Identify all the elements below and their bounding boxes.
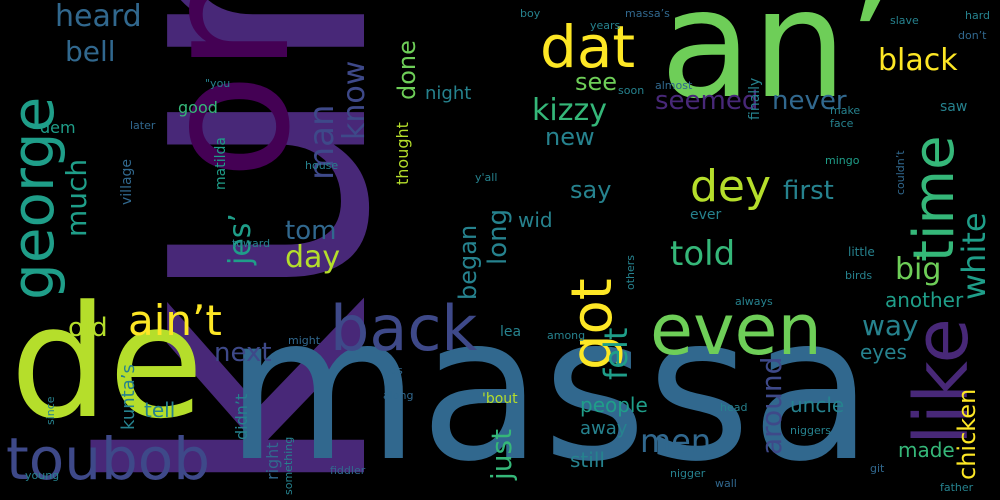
- word-might: might: [288, 334, 321, 347]
- word-kizzy: kizzy: [532, 93, 607, 128]
- word-old: old: [68, 313, 108, 343]
- word-another: another: [885, 288, 964, 312]
- word-long: long: [483, 208, 513, 265]
- word-began: began: [454, 224, 482, 300]
- word-right: right: [263, 442, 282, 480]
- word-felt: felt: [597, 327, 635, 380]
- word-mingo: mingo: [825, 154, 860, 167]
- word-slave: slave: [890, 14, 919, 27]
- word-among: among: [547, 329, 586, 342]
- word-couldnt: couldn’t: [894, 150, 907, 195]
- word-since: since: [44, 396, 57, 425]
- word-never: never: [772, 86, 847, 116]
- word-say: say: [570, 176, 612, 204]
- word-tom: tom: [285, 216, 337, 246]
- word-just: just: [485, 428, 518, 480]
- word-toward: toward: [232, 237, 271, 250]
- word-kuntas: kunta’s: [118, 364, 139, 430]
- word-make: make: [830, 104, 861, 117]
- word-yall: y'all: [475, 171, 498, 184]
- word-soon: soon: [618, 84, 645, 97]
- word-ever: ever: [690, 207, 722, 223]
- word-back: back: [330, 292, 478, 365]
- word-seemed: seemed: [655, 86, 759, 116]
- word-next: next: [214, 338, 272, 368]
- word-others: others: [624, 254, 637, 290]
- word-fiddler: fiddler: [330, 464, 366, 477]
- word-dat: dat: [540, 13, 636, 81]
- word-heard: heard: [55, 0, 142, 34]
- word-much: much: [60, 158, 93, 237]
- word-village: village: [119, 158, 135, 205]
- word-done: done: [393, 40, 421, 100]
- word-head: head: [720, 401, 748, 414]
- word-boy: boy: [520, 7, 541, 20]
- word-little: little: [848, 245, 875, 259]
- word-young: young: [25, 469, 60, 482]
- word-bout: 'bout: [482, 391, 518, 407]
- word-saw: saw: [940, 99, 968, 115]
- word-niggers: niggers: [790, 424, 832, 437]
- word-later: later: [130, 119, 156, 132]
- word-matilda: matilda: [213, 137, 229, 190]
- word-nigger: nigger: [670, 467, 706, 480]
- word-face: face: [830, 117, 854, 130]
- word-git: git: [870, 462, 885, 475]
- word-along: along: [383, 389, 414, 402]
- word-even: even: [650, 289, 822, 371]
- word-first: first: [783, 176, 834, 206]
- word-people: people: [580, 393, 648, 417]
- word-didnt: didn’t: [232, 393, 251, 440]
- word-told: told: [670, 234, 736, 274]
- word-toubob: toubob: [6, 425, 211, 493]
- word-massas: massa’s: [625, 7, 670, 20]
- word-know: know: [337, 60, 372, 140]
- word-big: big: [895, 252, 942, 287]
- word-father: father: [940, 481, 974, 494]
- word-house: house: [305, 159, 339, 172]
- word-way: way: [862, 309, 919, 342]
- word-black: black: [878, 43, 958, 78]
- word-men: men: [640, 422, 712, 460]
- word-finally: finally: [747, 77, 763, 120]
- word-an: an’: [660, 0, 895, 132]
- word-away: away: [580, 418, 628, 439]
- word-years: years: [590, 19, 621, 32]
- word-birds: birds: [845, 269, 873, 282]
- word-de: de: [10, 272, 204, 453]
- word-made: made: [898, 438, 955, 462]
- word-almost: almost: [655, 79, 693, 92]
- word-still: still: [570, 448, 605, 472]
- word-dont: don’t: [958, 29, 987, 42]
- word-around: around: [755, 356, 788, 455]
- word-new: new: [545, 123, 595, 151]
- word-wall: wall: [715, 477, 737, 490]
- word-see: see: [575, 68, 618, 96]
- word-wid: wid: [518, 208, 553, 232]
- word-aint: ain’t: [128, 296, 222, 345]
- word-tell: tell: [144, 398, 176, 422]
- word-you: "you: [205, 77, 231, 90]
- word-chicken: chicken: [953, 388, 981, 480]
- word-good: good: [178, 98, 218, 117]
- word-bell: bell: [65, 35, 116, 68]
- word-lea: lea: [500, 324, 522, 340]
- word-hard: hard: [965, 9, 991, 22]
- word-always: always: [735, 295, 773, 308]
- word-dem: dem: [40, 118, 76, 137]
- word-massa: massa: [225, 273, 874, 500]
- word-uncle: uncle: [790, 393, 845, 417]
- word-thought: thought: [393, 122, 412, 185]
- word-night: night: [425, 83, 472, 104]
- word-something: something: [282, 436, 295, 495]
- word-eyes: eyes: [860, 340, 907, 364]
- word-dey: dey: [690, 161, 772, 212]
- word-white: white: [955, 212, 993, 300]
- word-day: day: [285, 240, 341, 275]
- word-us: us: [390, 364, 403, 377]
